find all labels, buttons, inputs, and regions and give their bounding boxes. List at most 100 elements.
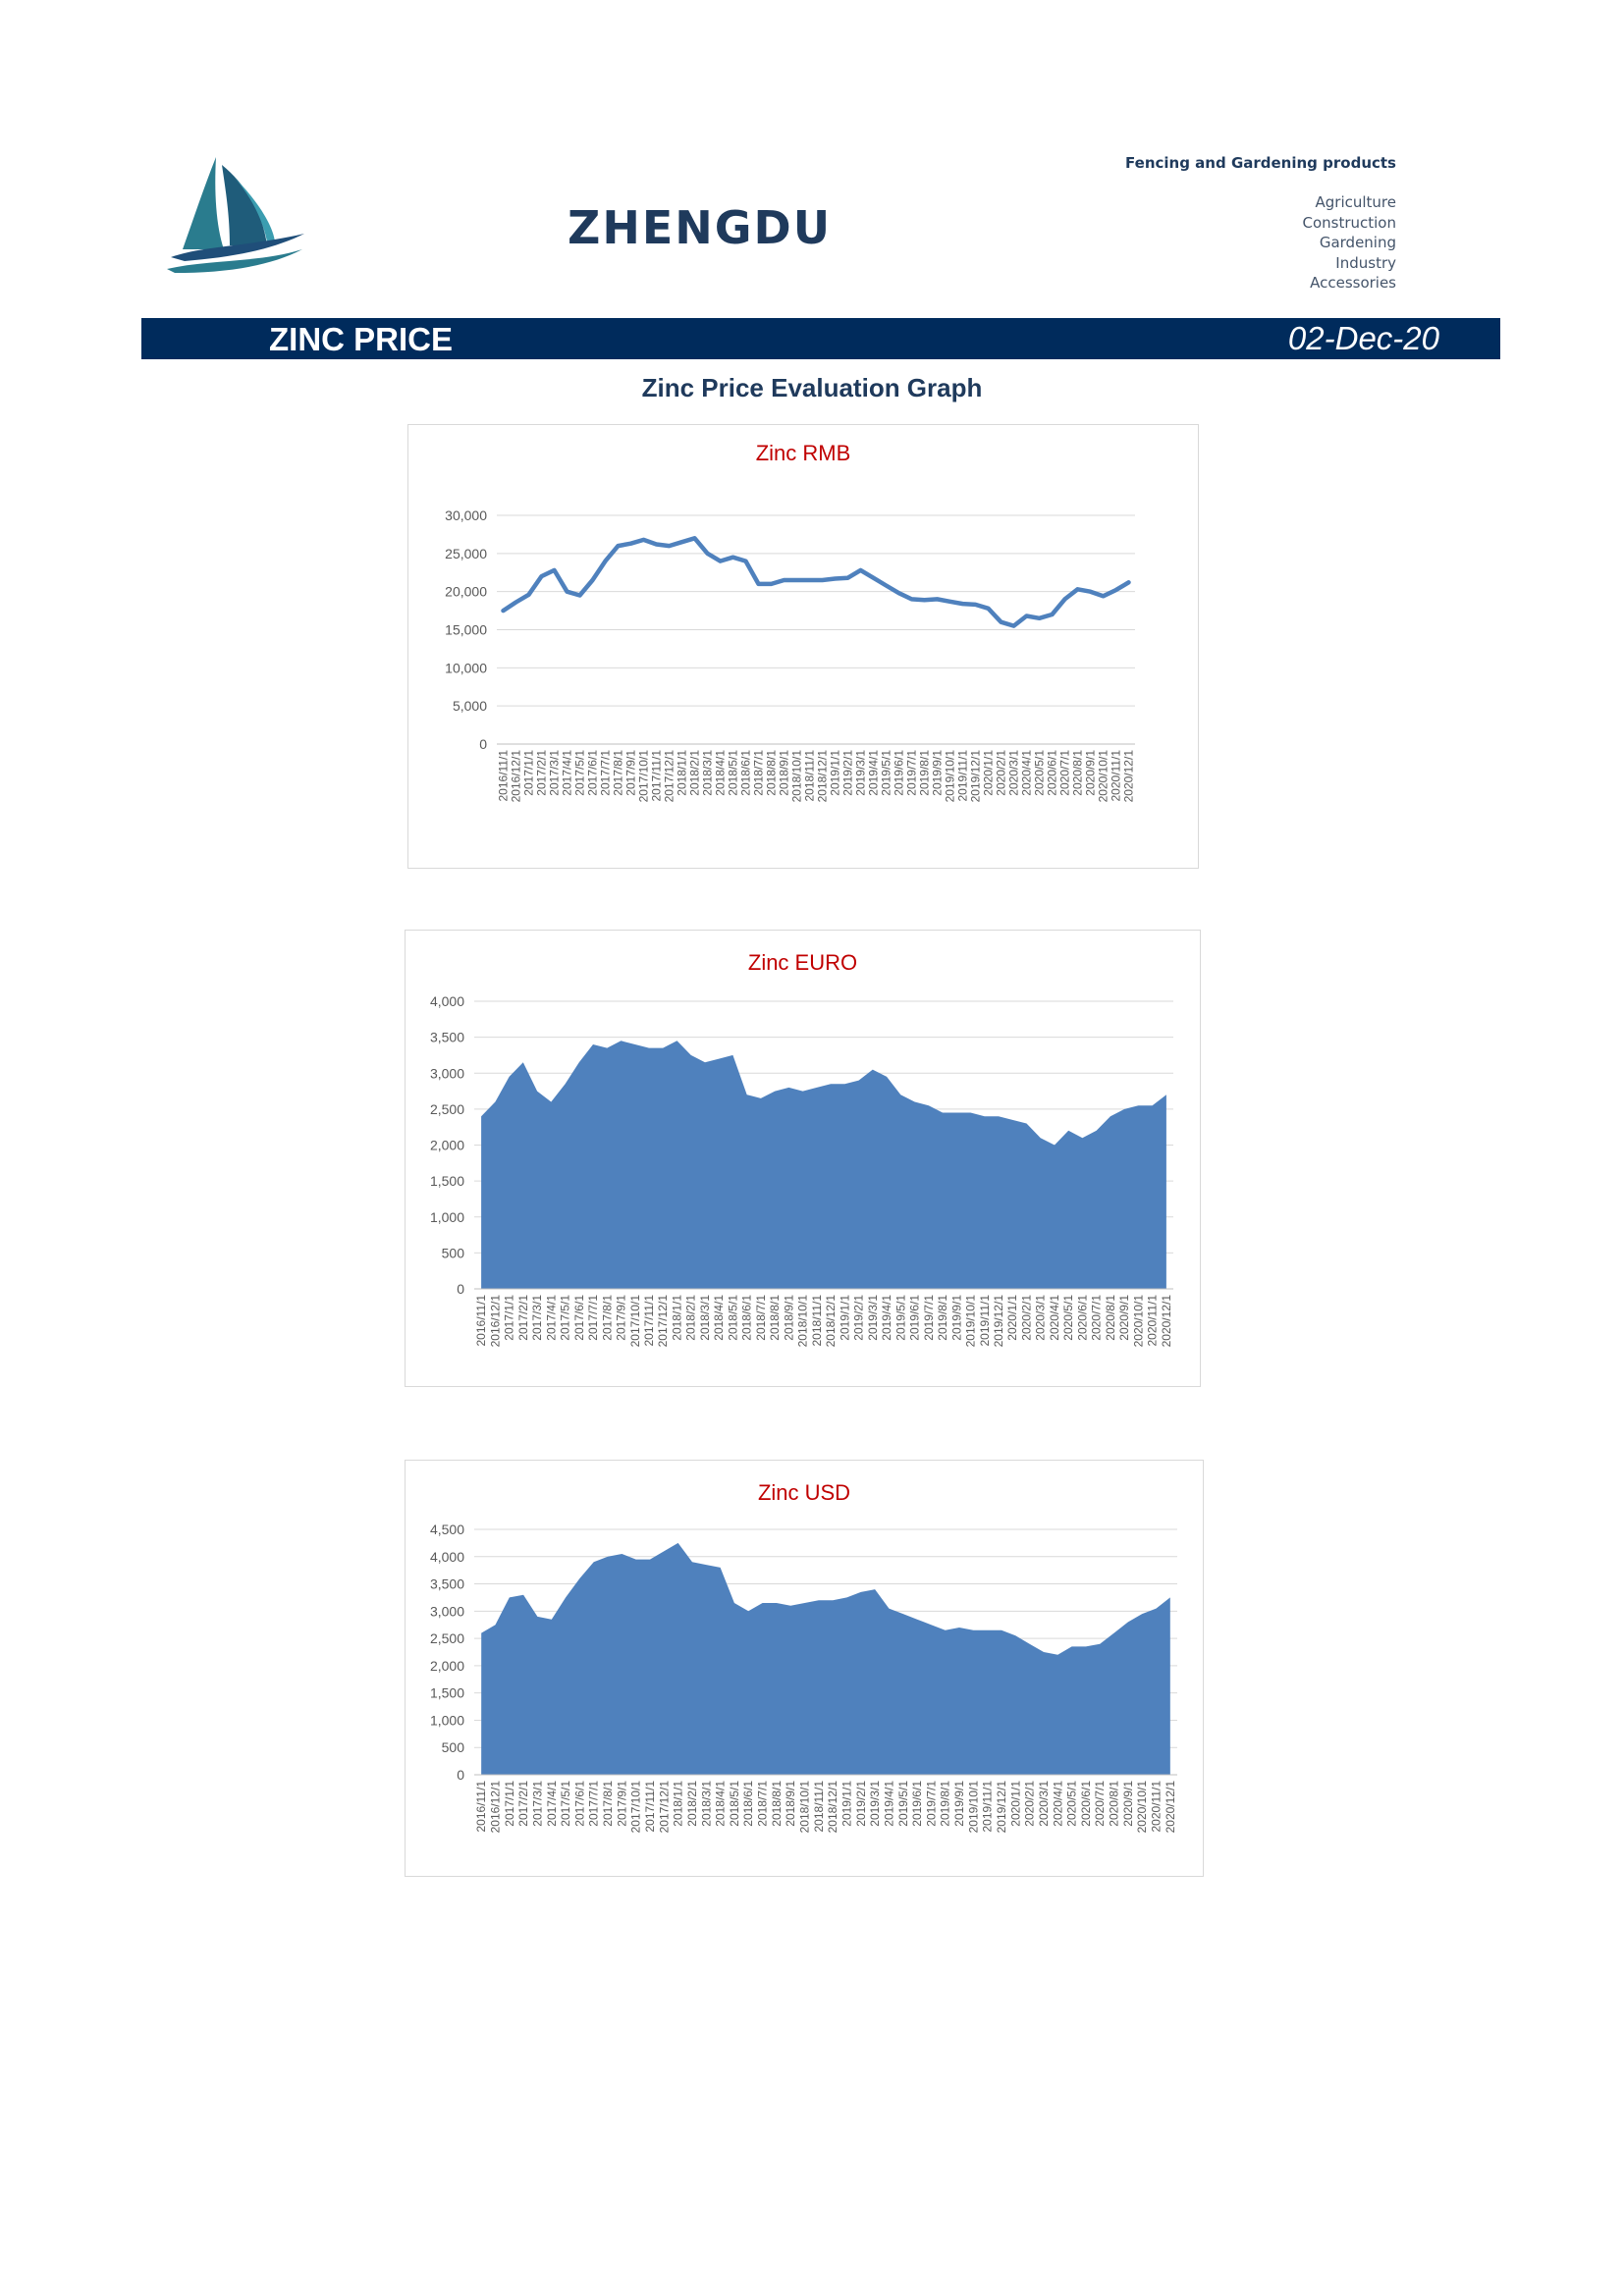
y-tick-label: 500 (442, 1245, 465, 1260)
x-tick-label: 2019/6/1 (910, 1781, 924, 1827)
x-tick-label: 2017/9/1 (615, 1781, 628, 1827)
x-tick-label: 2019/4/1 (882, 1781, 895, 1827)
x-tick-label: 2020/10/1 (1135, 1781, 1149, 1834)
y-tick-label: 0 (457, 1281, 464, 1297)
series-area (481, 1542, 1170, 1775)
x-tick-label: 2016/12/1 (510, 750, 523, 803)
x-tick-label: 2018/1/1 (676, 750, 689, 796)
x-tick-label: 2019/11/1 (981, 1781, 995, 1833)
chart-zinc-euro: Zinc EURO 0 500 1,000 1,500 2,000 2,500 3,000 3,… (405, 930, 1201, 1387)
y-tick-label: 500 (442, 1739, 465, 1755)
x-tick-label: 2018/6/1 (739, 750, 753, 796)
x-tick-label: 2017/10/1 (628, 1295, 642, 1348)
x-tick-label: 2019/5/1 (880, 750, 893, 796)
banner-date: 02-Dec-20 (1287, 320, 1439, 356)
x-tick-label: 2018/6/1 (740, 1295, 754, 1341)
x-tick-label: 2020/8/1 (1104, 1295, 1117, 1341)
x-tick-label: 2017/3/1 (530, 1295, 544, 1341)
x-tick-label: 2020/11/1 (1146, 1295, 1160, 1347)
x-tick-label: 2017/5/1 (559, 1781, 572, 1827)
y-tick-label: 1,000 (430, 1209, 464, 1225)
x-tick-label: 2018/10/1 (796, 1295, 810, 1348)
y-tick-label: 3,500 (430, 1576, 464, 1592)
x-tick-label: 2020/7/1 (1058, 750, 1072, 796)
x-tick-label: 2019/2/1 (852, 1295, 866, 1341)
x-tick-label: 2020/3/1 (1007, 750, 1021, 796)
x-tick-label: 2019/3/1 (866, 1295, 880, 1341)
x-tick-label: 2018/11/1 (810, 1295, 824, 1347)
category-item: Accessories (1310, 274, 1396, 292)
x-tick-label: 2020/7/1 (1093, 1781, 1107, 1827)
x-tick-label: 2018/8/1 (765, 750, 779, 796)
x-tick-label: 2016/12/1 (489, 1781, 503, 1834)
y-tick-label: 4,000 (430, 1549, 464, 1565)
y-tick-label: 20,000 (445, 584, 487, 600)
x-tick-label: 2019/7/1 (905, 750, 919, 796)
x-tick-label: 2019/7/1 (924, 1781, 938, 1827)
x-tick-label: 2019/6/1 (908, 1295, 922, 1341)
x-tick-label: 2020/7/1 (1090, 1295, 1104, 1341)
x-tick-label: 2017/2/1 (516, 1781, 530, 1827)
chart-svg: Zinc USD 0 500 1,000 1,500 2,000 2,500 3,000 3,5… (430, 1480, 1177, 1834)
x-tick-label: 2017/9/1 (615, 1295, 628, 1341)
y-tick-label: 15,000 (445, 622, 487, 638)
x-tick-label: 2020/9/1 (1084, 750, 1098, 796)
x-tick-label: 2018/9/1 (784, 1781, 797, 1827)
y-tick-label: 1,500 (430, 1685, 464, 1701)
x-tick-label: 2018/2/1 (688, 750, 702, 796)
x-tick-label: 2018/4/1 (712, 1295, 726, 1341)
x-tick-label: 2020/5/1 (1033, 750, 1047, 796)
x-tick-label: 2020/4/1 (1051, 1781, 1064, 1827)
y-tick-label: 0 (457, 1767, 464, 1783)
x-tick-label: 2018/10/1 (790, 750, 804, 803)
x-tick-label: 2020/12/1 (1164, 1781, 1177, 1834)
x-tick-label: 2018/11/1 (803, 750, 817, 802)
x-tick-label: 2020/1/1 (1008, 1781, 1022, 1827)
x-tick-label: 2018/5/1 (727, 750, 740, 796)
y-tick-label: 0 (479, 736, 487, 752)
x-tick-label: 2017/7/1 (586, 1295, 600, 1341)
x-tick-label: 2019/1/1 (840, 1781, 854, 1827)
x-tick-label: 2020/12/1 (1122, 750, 1136, 803)
x-tick-label: 2019/8/1 (939, 1781, 952, 1827)
x-tick-label: 2018/9/1 (782, 1295, 795, 1341)
x-tick-label: 2018/4/1 (714, 1781, 728, 1827)
x-tick-label: 2020/5/1 (1065, 1781, 1079, 1827)
x-tick-label: 2018/7/1 (752, 750, 766, 796)
category-item: Agriculture (1315, 193, 1397, 211)
x-tick-label: 2016/11/1 (474, 1295, 488, 1347)
x-tick-label: 2019/8/1 (918, 750, 932, 796)
x-tick-label: 2018/8/1 (770, 1781, 784, 1827)
x-tick-label: 2018/3/1 (701, 750, 715, 796)
x-tick-label: 2016/12/1 (488, 1295, 502, 1348)
sailboat-logo-icon (167, 157, 304, 273)
x-tick-label: 2017/1/1 (503, 1295, 516, 1341)
category-item: Construction (1302, 213, 1396, 232)
x-tick-label: 2020/6/1 (1075, 1295, 1089, 1341)
x-tick-label: 2019/11/1 (956, 750, 970, 802)
x-tick-label: 2017/4/1 (561, 750, 574, 796)
x-tick-label: 2020/2/1 (1023, 1781, 1037, 1827)
x-tick-label: 2018/2/1 (684, 1295, 698, 1341)
x-tick-label: 2020/9/1 (1117, 1295, 1131, 1341)
x-tick-label: 2020/3/1 (1034, 1295, 1048, 1341)
x-tick-label: 2019/9/1 (931, 750, 945, 796)
x-tick-label: 2017/10/1 (629, 1781, 643, 1834)
x-tick-label: 2020/8/1 (1071, 750, 1085, 796)
x-tick-label: 2018/12/1 (816, 750, 830, 803)
x-tick-label: 2018/5/1 (728, 1781, 741, 1827)
series-area (481, 1041, 1166, 1289)
x-tick-label: 2019/4/1 (880, 1295, 893, 1341)
x-tick-label: 2019/8/1 (936, 1295, 949, 1341)
x-tick-label: 2018/12/1 (826, 1781, 839, 1834)
x-tick-label: 2017/9/1 (624, 750, 638, 796)
y-tick-label: 5,000 (453, 698, 487, 714)
x-tick-label: 2020/5/1 (1061, 1295, 1075, 1341)
x-tick-label: 2017/1/1 (503, 1781, 516, 1827)
category-list: Agriculture Construction Gardening Indus… (1302, 192, 1396, 294)
x-tick-label: 2020/2/1 (995, 750, 1008, 796)
x-tick-label: 2017/3/1 (530, 1781, 544, 1827)
x-tick-label: 2018/9/1 (778, 750, 791, 796)
x-tick-label: 2018/12/1 (824, 1295, 838, 1348)
y-tick-label: 2,000 (430, 1138, 464, 1153)
